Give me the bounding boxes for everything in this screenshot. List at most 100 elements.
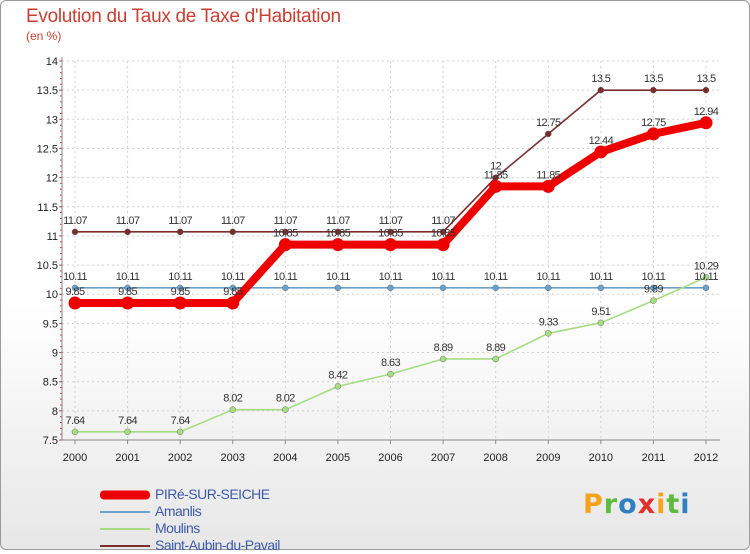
data-label: 8.02	[223, 393, 242, 405]
data-point	[278, 238, 292, 252]
legend: PIRé-SUR-SEICHE Amanlis Moulins Saint-Aubin…	[100, 486, 340, 554]
logo-letter: x	[637, 489, 657, 520]
data-label: 10.11	[484, 271, 508, 283]
x-tick-label: 2008	[483, 452, 507, 464]
data-point	[702, 284, 710, 292]
y-tick-label: 8.5	[43, 377, 58, 389]
data-point	[492, 284, 499, 292]
data-point	[282, 284, 289, 292]
data-point	[124, 428, 131, 436]
data-label: 10.29	[694, 260, 719, 272]
data-point	[331, 238, 345, 252]
data-point	[334, 284, 342, 292]
logo-letter: i	[680, 489, 691, 520]
legend-swatch	[100, 510, 150, 513]
data-label: 9.85	[223, 286, 242, 298]
data-label: 9.85	[171, 286, 190, 298]
legend-item: Moulins	[100, 520, 340, 537]
data-label: 10.11	[642, 271, 666, 283]
data-point	[71, 428, 79, 436]
data-label: 12.75	[641, 117, 666, 129]
x-tick-label: 2010	[589, 452, 613, 464]
data-point	[439, 355, 447, 363]
y-tick-label: 8	[52, 406, 58, 418]
data-point	[699, 116, 713, 130]
data-point	[124, 284, 131, 292]
data-point	[597, 319, 605, 327]
data-point	[176, 284, 184, 292]
legend-swatch	[100, 544, 150, 547]
data-label: 9.33	[539, 316, 558, 328]
data-label: 11.07	[221, 215, 245, 227]
legend-item: Amanlis	[100, 503, 340, 520]
data-point	[229, 406, 236, 413]
data-label: 8.89	[486, 342, 505, 354]
legend-label: Saint-Aubin-du-Pavail	[155, 537, 280, 553]
data-point	[121, 296, 135, 310]
data-label: 11.07	[116, 215, 140, 227]
data-label: 8.89	[434, 342, 453, 354]
data-label: 13.5	[591, 73, 610, 85]
data-point	[334, 383, 342, 390]
data-point	[439, 228, 447, 236]
data-label: 10.11	[116, 271, 140, 283]
data-point	[439, 284, 447, 292]
line-chart: 7.5 8 8.5 9 9.5 10 10.5 11 11.5 12 12.5 13 13.5 14 200…	[37, 56, 720, 464]
x-tick-label: 2000	[63, 452, 87, 464]
data-label: 10.11	[431, 271, 455, 283]
data-label: 10.11	[536, 271, 560, 283]
x-tick-label: 2007	[431, 452, 455, 464]
data-point	[282, 228, 289, 236]
data-label: 11.07	[63, 215, 87, 227]
y-tick-label: 12	[46, 173, 58, 185]
data-label: 7.64	[118, 415, 137, 427]
y-tick-label: 9	[52, 348, 58, 360]
data-label: 13.5	[644, 73, 663, 85]
y-tick-label: 14	[46, 56, 58, 68]
y-tick-label: 12.5	[37, 143, 58, 155]
data-point	[597, 284, 605, 292]
data-label: 10.11	[379, 271, 403, 283]
data-label: 8.02	[276, 393, 295, 405]
data-point	[541, 179, 555, 193]
legend-swatch	[100, 490, 150, 499]
y-tick-label: 11	[47, 231, 58, 243]
y-tick-label: 13	[46, 114, 58, 126]
data-point	[436, 238, 450, 252]
y-tick-label: 7.5	[43, 435, 58, 447]
data-point	[71, 228, 79, 236]
data-point	[173, 296, 187, 310]
y-tick-label: 10.5	[37, 260, 58, 272]
data-point	[545, 284, 552, 292]
proxiti-logo: Proxiti	[583, 489, 691, 520]
data-label: 10.85	[326, 228, 351, 240]
data-label: 8.63	[381, 357, 400, 369]
data-point	[387, 228, 394, 236]
x-tick-label: 2002	[168, 452, 192, 464]
data-label: 7.64	[65, 415, 84, 427]
data-labels: 11.07 11.07 11.07 11.07 11.07 11.07 11.07 11.07…	[63, 73, 719, 427]
legend-label: Amanlis	[155, 503, 202, 519]
series-lines	[68, 86, 713, 436]
data-label: 9.85	[118, 286, 137, 298]
data-point	[387, 370, 394, 378]
data-label: 8.42	[328, 369, 347, 381]
logo-letter: P	[583, 489, 604, 520]
y-tick-label: 13.5	[37, 85, 58, 97]
data-label: 10.11	[63, 271, 87, 283]
data-point	[702, 86, 710, 94]
x-tick-label: 2011	[642, 452, 666, 464]
x-tick-label: 2001	[115, 452, 139, 464]
chart-unit: (en %)	[26, 29, 62, 43]
data-label: 11.07	[168, 215, 192, 227]
data-label: 9.51	[591, 306, 610, 318]
data-point	[650, 86, 657, 94]
data-point	[489, 179, 503, 193]
data-label: 11.07	[326, 215, 350, 227]
data-label: 11.07	[273, 215, 297, 227]
y-tick-label: 11.5	[37, 202, 58, 214]
data-label: 10.11	[221, 271, 245, 283]
data-point	[492, 355, 499, 363]
data-point	[545, 330, 552, 337]
